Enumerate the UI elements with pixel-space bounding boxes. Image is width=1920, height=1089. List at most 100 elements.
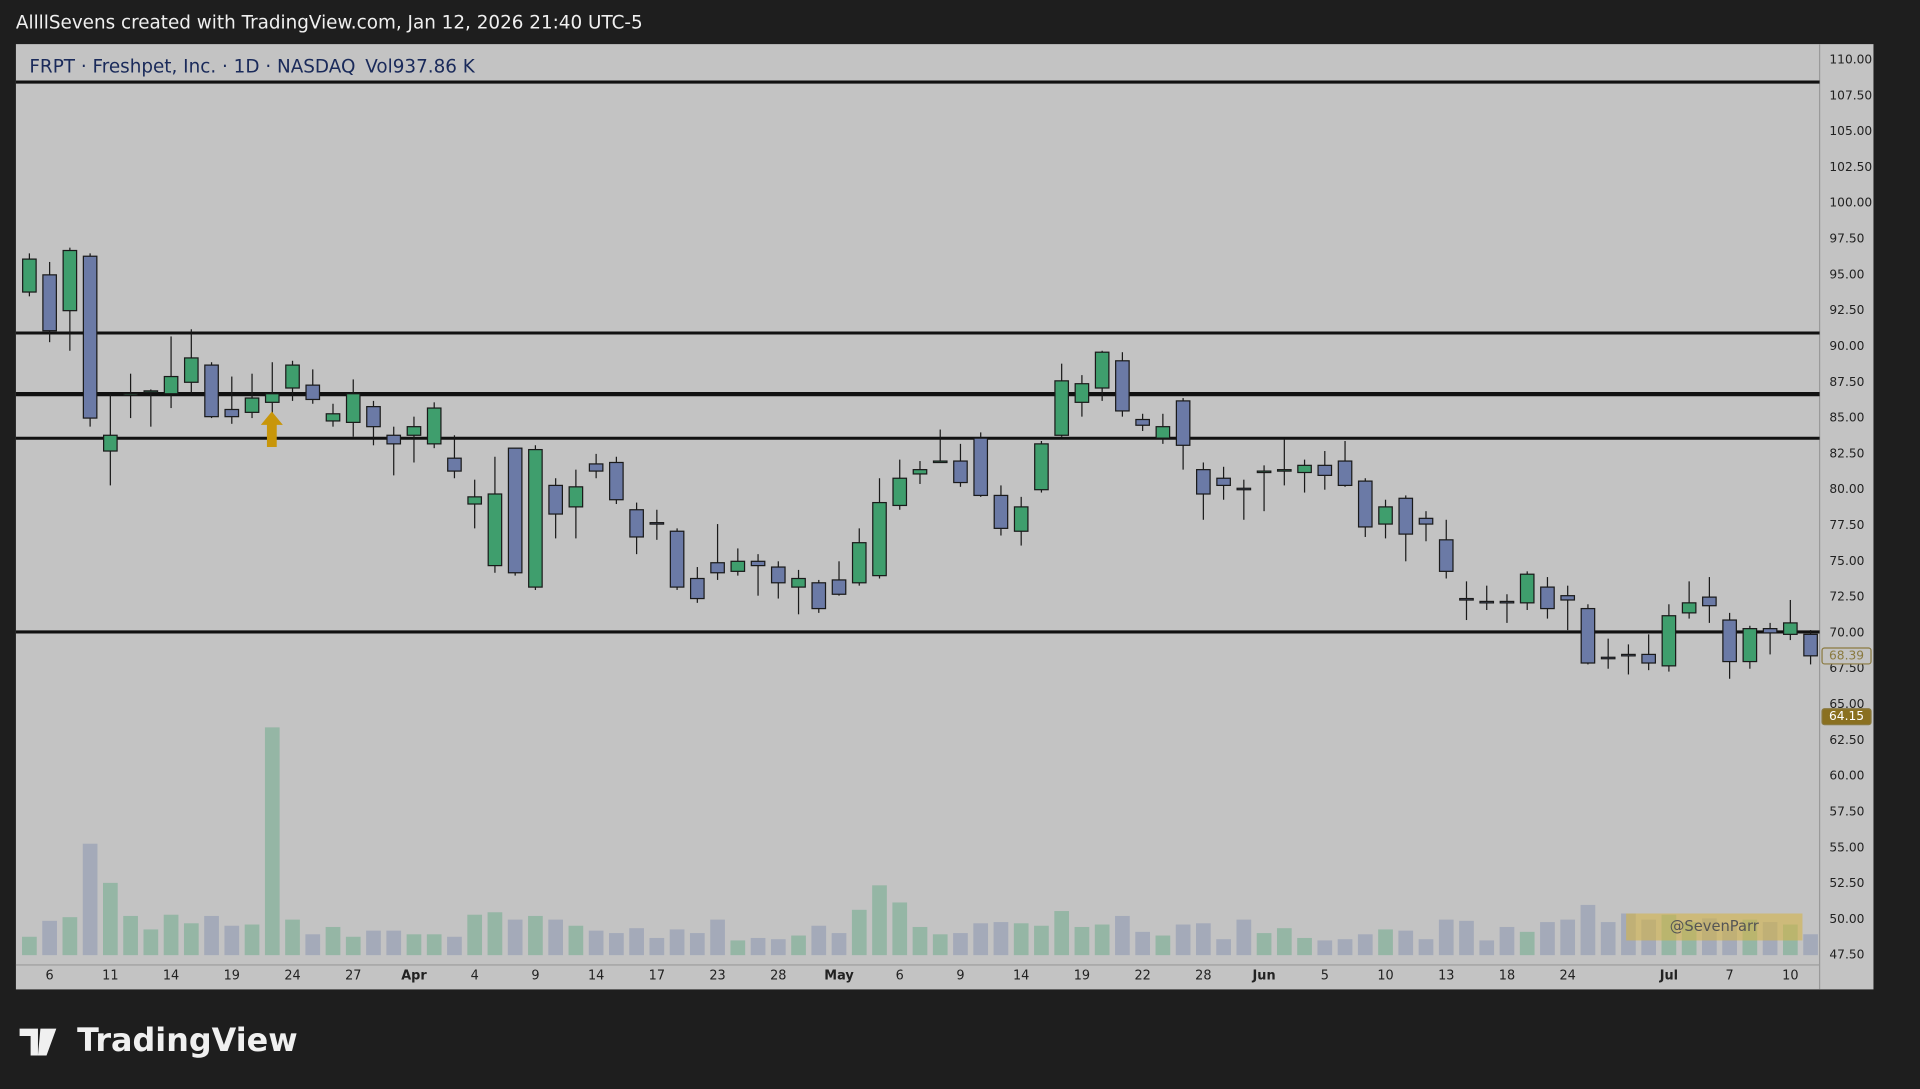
- candle-body: [1499, 600, 1515, 604]
- volume-bar: [528, 915, 543, 956]
- candle-body: [163, 375, 179, 395]
- candle-body: [1438, 539, 1454, 572]
- chart-title: FRPT · Freshpet, Inc. · 1D · NASDAQ Vol93…: [29, 56, 475, 77]
- candle-body: [932, 460, 948, 464]
- volume-bar: [406, 934, 422, 956]
- candle-body: [1560, 595, 1576, 601]
- candle-body: [669, 530, 685, 588]
- volume-bar: [953, 933, 968, 956]
- candle-body: [1702, 596, 1717, 607]
- candle-body: [325, 413, 341, 422]
- x-tick-label: 22: [1134, 968, 1150, 983]
- volume-bar: [426, 934, 442, 956]
- symbol: FRPT · Freshpet, Inc. · 1D · NASDAQ: [29, 56, 355, 77]
- candle-body: [1540, 586, 1555, 610]
- y-tick-label: 77.50: [1829, 518, 1864, 532]
- arrow-annotation: [260, 411, 283, 447]
- candle-body: [730, 560, 746, 572]
- y-tick-label: 50.00: [1829, 912, 1864, 926]
- volume-bar: [568, 925, 584, 956]
- volume-bar: [1337, 939, 1353, 956]
- candle-body: [82, 255, 98, 419]
- y-tick-label: 92.50: [1829, 303, 1864, 317]
- candle-body: [1297, 464, 1312, 474]
- volume-bar: [103, 882, 118, 956]
- candle-body: [285, 364, 300, 389]
- volume-bar: [1155, 935, 1171, 956]
- candle-body: [1459, 597, 1474, 601]
- volume-bar: [1378, 929, 1393, 956]
- x-tick-label: Jun: [1252, 968, 1276, 983]
- x-tick-label: 6: [896, 968, 904, 983]
- candle-body: [993, 494, 1009, 529]
- x-tick-label: 27: [345, 968, 361, 983]
- volume-bar: [1438, 919, 1454, 956]
- y-tick-label: 47.50: [1829, 948, 1864, 962]
- volume-bar: [1560, 919, 1576, 956]
- volume-bar: [811, 925, 827, 956]
- brand: TradingView: [77, 1021, 298, 1059]
- candle-body: [1742, 628, 1758, 663]
- volume-bar: [588, 930, 604, 956]
- y-tick-label: 57.50: [1829, 804, 1864, 818]
- x-tick-label: 5: [1321, 968, 1329, 983]
- x-tick-label: Jul: [1659, 968, 1678, 983]
- y-tick-label: 105.00: [1829, 124, 1872, 138]
- candle-body: [1479, 600, 1495, 604]
- x-tick-label: 9: [956, 968, 964, 983]
- volume-bar: [791, 935, 806, 956]
- volume-bar: [163, 914, 179, 956]
- candle-body: [1762, 628, 1778, 634]
- candles: [22, 247, 1818, 679]
- watermark-box: [1626, 913, 1803, 941]
- volume-bar: [1054, 911, 1070, 956]
- x-tick-label: 7: [1726, 968, 1734, 983]
- candle-body: [1094, 351, 1110, 389]
- candle-body: [1600, 656, 1616, 660]
- y-tick-label: 55.00: [1829, 840, 1864, 854]
- volume-bar: [1276, 928, 1292, 956]
- volume-bar: [1580, 904, 1596, 956]
- candle-body: [791, 577, 806, 588]
- candle-body: [831, 579, 847, 595]
- candle-body: [1803, 633, 1818, 657]
- x-tick-label: 4: [471, 968, 479, 983]
- volume-bar: [1600, 922, 1616, 956]
- volume-label: Vol: [365, 56, 392, 77]
- level-lines: [15, 80, 1820, 634]
- volume-bar: [183, 923, 199, 956]
- x-tick-label: 28: [1195, 968, 1211, 983]
- volume-bar: [244, 924, 260, 956]
- candle-body: [1418, 517, 1434, 525]
- x-tick-label: 23: [709, 968, 725, 983]
- volume-bar: [1519, 931, 1535, 956]
- x-tick-label: 19: [224, 968, 240, 983]
- x-tick-label: 19: [1074, 968, 1090, 983]
- volume-bar: [932, 934, 948, 956]
- y-tick-label: 87.50: [1829, 375, 1864, 389]
- candle-body: [426, 407, 442, 445]
- watermark: @SevenParr: [1670, 918, 1760, 935]
- volume-bar: [1216, 939, 1231, 956]
- volume-bar: [649, 937, 665, 956]
- candle-body: [588, 463, 604, 472]
- y-tick-label: 70.00: [1829, 625, 1864, 639]
- volume-bar: [912, 926, 928, 956]
- volume-bar: [305, 934, 321, 956]
- price-tag-box: [1821, 647, 1872, 665]
- candle-body: [386, 434, 402, 445]
- volume-bar: [285, 919, 300, 956]
- x-tick-label: 24: [284, 968, 300, 983]
- y-tick-label: 60.00: [1829, 769, 1864, 783]
- candle-body: [568, 486, 584, 508]
- candle-body: [1155, 426, 1171, 439]
- chart-pane: [15, 44, 1874, 990]
- candle-body: [629, 509, 644, 538]
- price-tag-label: 64.15: [1829, 709, 1864, 723]
- x-tick-label: 13: [1438, 968, 1454, 983]
- candle-body: [487, 493, 503, 567]
- candle-body: [467, 496, 483, 505]
- volume-bar: [264, 727, 280, 956]
- volume-bar: [82, 843, 98, 956]
